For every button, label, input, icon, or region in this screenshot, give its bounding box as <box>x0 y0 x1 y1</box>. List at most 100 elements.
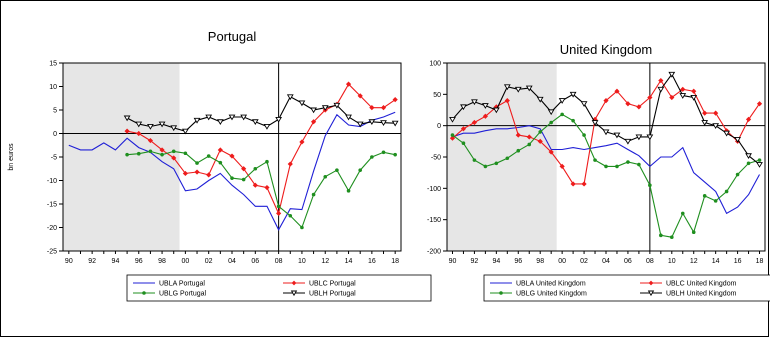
x-tick-label: 18 <box>391 258 399 265</box>
data-point <box>299 139 305 145</box>
data-point <box>614 88 620 94</box>
data-point <box>559 163 565 169</box>
shaded-period <box>63 63 180 251</box>
data-point <box>346 189 351 193</box>
series-ublg-portugal <box>125 149 397 230</box>
data-point <box>536 96 544 103</box>
data-point <box>668 71 676 78</box>
data-point <box>276 204 281 209</box>
data-point <box>461 141 466 146</box>
data-point <box>276 210 282 216</box>
data-point <box>147 137 154 144</box>
data-point <box>460 126 467 132</box>
legend-label: UBLC United Kingdom <box>666 281 737 288</box>
data-point <box>358 168 363 172</box>
x-tick-label: 96 <box>514 258 522 265</box>
legend-label: UBLA Portugal <box>159 281 205 288</box>
data-point <box>216 119 224 126</box>
data-point <box>195 161 199 165</box>
data-point <box>287 161 293 167</box>
x-tick-label: 98 <box>158 258 166 265</box>
x-tick-label: 90 <box>449 258 457 265</box>
y-tick-label: 15 <box>49 61 57 68</box>
x-tick-label: 98 <box>536 258 544 265</box>
data-point <box>125 152 129 157</box>
data-point <box>492 107 500 114</box>
x-tick-label: 18 <box>756 258 764 265</box>
x-tick-label: 06 <box>251 258 259 265</box>
data-point <box>746 161 751 166</box>
series-line <box>126 83 396 216</box>
legend-label: UBLA United Kingdom <box>516 281 586 288</box>
data-point <box>391 120 399 127</box>
data-point <box>135 121 143 128</box>
legend-marker <box>647 290 655 297</box>
x-tick-label: 04 <box>228 258 236 265</box>
data-point <box>549 120 553 125</box>
data-point <box>571 118 575 123</box>
x-tick-label: 16 <box>368 258 376 265</box>
data-point <box>756 101 763 107</box>
data-point <box>712 123 720 129</box>
data-point <box>181 128 189 135</box>
data-point <box>206 172 212 178</box>
data-point <box>310 119 317 125</box>
data-point <box>370 155 374 159</box>
x-tick-label: 90 <box>65 258 73 265</box>
data-point <box>646 134 654 141</box>
data-point <box>713 110 719 116</box>
x-tick-label: 94 <box>492 258 500 265</box>
x-tick-label: 92 <box>471 258 479 265</box>
data-point <box>723 130 731 137</box>
x-tick-label: 08 <box>646 258 654 265</box>
data-point <box>345 114 352 121</box>
data-point <box>625 101 631 107</box>
data-point <box>757 158 762 162</box>
y-tick-label: -50 <box>431 155 441 162</box>
data-point <box>471 119 478 126</box>
y-tick-label: 10 <box>49 84 57 91</box>
data-point <box>229 153 235 159</box>
data-point <box>460 104 467 111</box>
data-point <box>449 135 456 141</box>
data-point <box>669 235 674 240</box>
data-point <box>311 192 316 197</box>
data-point <box>265 159 269 164</box>
data-point <box>182 170 188 177</box>
data-point <box>123 115 131 122</box>
data-point <box>570 181 576 187</box>
data-point <box>310 107 317 114</box>
data-point <box>702 110 708 116</box>
data-point <box>380 120 387 126</box>
data-point <box>253 166 258 171</box>
data-point <box>580 101 588 108</box>
data-point <box>679 93 687 99</box>
data-point <box>368 119 376 126</box>
x-tick-label: 96 <box>135 258 143 265</box>
x-tick-label: 02 <box>580 258 588 265</box>
data-point <box>450 133 455 137</box>
data-point <box>613 132 621 139</box>
data-point <box>160 152 164 157</box>
data-point <box>680 86 686 92</box>
data-point <box>298 100 306 107</box>
data-point <box>263 124 271 130</box>
data-point <box>635 134 643 141</box>
x-tick-label: 12 <box>321 258 329 265</box>
data-point <box>505 156 510 161</box>
chart-panel-2: United Kingdom 100 50 0 -50 -100 -150 -200 90 92 9… <box>427 42 771 302</box>
data-point <box>582 133 586 137</box>
y-tick-label: -100 <box>427 186 441 193</box>
data-point <box>392 97 398 103</box>
data-point <box>558 98 566 104</box>
data-point <box>615 164 619 169</box>
x-tick-label: 00 <box>181 258 189 265</box>
data-point <box>193 117 201 124</box>
data-point <box>286 94 294 101</box>
legend-box <box>483 274 771 302</box>
x-tick-label: 14 <box>345 258 353 265</box>
data-point <box>170 125 178 132</box>
data-point <box>526 134 532 140</box>
data-point <box>637 162 641 167</box>
